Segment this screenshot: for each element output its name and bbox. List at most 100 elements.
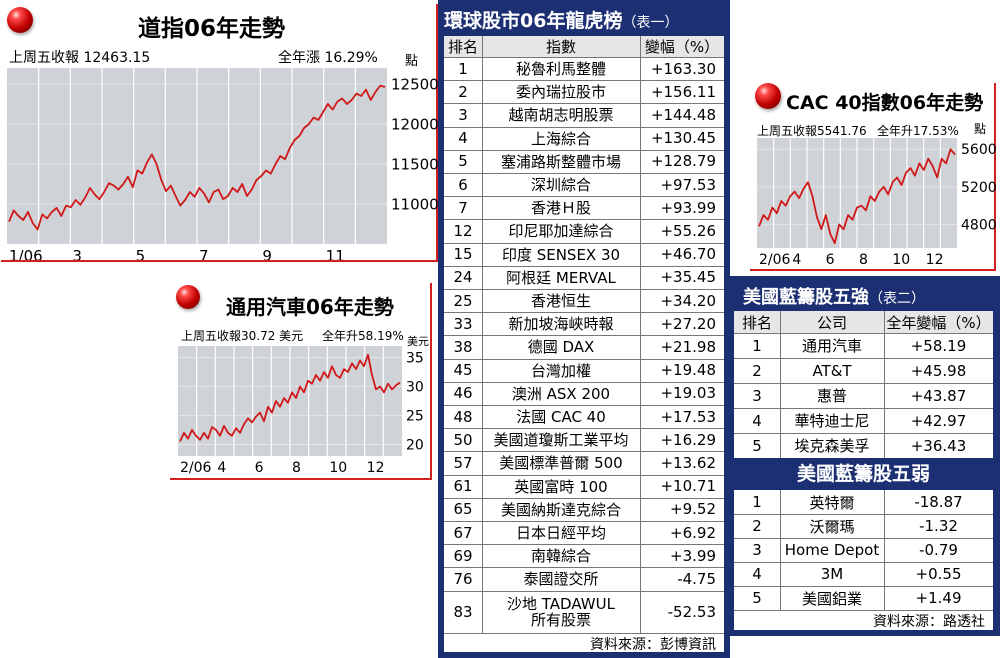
dow-y-tick-label: 12500 <box>391 75 438 93</box>
dow-line-chart: 11000 11500 12000 12500 1/06 3 5 7 9 11 <box>7 68 438 260</box>
table-rule <box>444 196 724 198</box>
table-rule <box>780 311 781 458</box>
table2-rank-cell: 5 <box>752 436 762 455</box>
gm-line-chart: 20 25 30 35 2/06 4 6 8 10 12 <box>178 346 424 476</box>
table-rule <box>444 103 724 105</box>
table1-change-cell: +16.29 <box>660 430 716 449</box>
table1-name-cell: 阿根廷 MERVAL <box>506 268 616 287</box>
table1-name-cell: 美國納斯達克綜合 <box>500 500 621 519</box>
table1-change-cell: +46.70 <box>660 245 716 264</box>
table1-change-cell: +17.53 <box>660 407 716 426</box>
table1-header-cell: 排名 <box>447 38 478 56</box>
table2-change-cell: +36.43 <box>910 436 967 455</box>
table2-header-row <box>734 311 993 333</box>
table1-title-row: 環球股市06年龍虎榜（表一） <box>444 6 724 32</box>
gm-x-tick-label: 12 <box>367 460 385 476</box>
table1-change-cell: +128.79 <box>650 152 716 171</box>
table1-name-line: 沙地 TADAWUL <box>507 594 615 613</box>
table1-name-cell: 越南胡志明股票 <box>508 106 614 125</box>
table-rule <box>734 408 993 409</box>
table2-company-cell: 埃克森美孚 <box>794 437 870 455</box>
table1-rank-cell: 24 <box>453 268 473 287</box>
table2-weak-rank-cell: 2 <box>752 517 762 535</box>
table1-name-cell: 深圳綜合 <box>530 176 591 195</box>
table1-rank-cell: 76 <box>453 569 473 588</box>
table1-name-cell: 沙地 TADAWUL 所有股票 <box>482 591 640 633</box>
cac-note-right: 全年升17.53% <box>877 124 959 138</box>
table-rule <box>444 451 724 453</box>
table1-rank-cell: 5 <box>458 152 468 171</box>
cac-x-tick-label: 6 <box>826 252 835 268</box>
cac-line-chart: 4800 5200 5600 2/06 4 6 8 10 12 <box>757 138 996 268</box>
table2-source-note: 資料來源：路透社 <box>873 613 985 630</box>
table2-rank-cell: 4 <box>752 411 762 430</box>
table-rule <box>444 57 724 58</box>
table1-rank-cell: 48 <box>453 407 473 426</box>
table1-name-cell: 香港恒生 <box>530 292 591 311</box>
table2-weak-title: 美國藍籌股五弱 <box>796 463 930 485</box>
table-rule <box>444 126 724 128</box>
table2-weak-company-cell: 美國鋁業 <box>801 589 862 608</box>
table2-weak-rank-cell: 3 <box>752 541 762 559</box>
table1-name-cell: 德國 DAX <box>527 338 595 357</box>
table1-rank-cell: 12 <box>453 221 473 240</box>
table-rule <box>444 405 724 406</box>
table2-weak-company-cell: Home Depot <box>784 541 880 559</box>
table2-company-cell: 通用汽車 <box>801 337 862 355</box>
gm-chart-title: 通用汽車06年走勢 <box>226 295 394 319</box>
table1-rank-cell: 4 <box>458 129 468 148</box>
cac-y-tick-label: 4800 <box>961 217 996 233</box>
gm-x-tick-label: 6 <box>255 460 264 476</box>
cac-y-tick-label: 5600 <box>961 142 996 158</box>
table2-weak-company-cell: 沃爾瑪 <box>809 517 855 536</box>
table-rule <box>444 632 724 634</box>
table1-name-cell: 美國標準普爾 500 <box>499 454 623 473</box>
table1-rank-cell: 45 <box>453 361 473 380</box>
dow-x-tick-label: 9 <box>262 247 272 260</box>
table1-change-cell: +144.48 <box>650 105 716 124</box>
table1-rank-cell: 69 <box>453 546 473 565</box>
table2-company-cell: 惠普 <box>816 387 847 405</box>
dow-x-tick-label: 3 <box>72 247 82 260</box>
table-rule <box>734 514 993 515</box>
table-rule <box>444 80 724 82</box>
table1-name-cell: 上海綜合 <box>530 129 591 148</box>
table1-rank-cell: 33 <box>453 314 473 333</box>
gm-y-tick-label: 20 <box>406 437 424 453</box>
table1-name-cell: 泰國證交所 <box>523 570 599 589</box>
table1-change-cell: +10.71 <box>660 477 716 496</box>
table2-title: 美國藍籌股五強 <box>743 287 869 308</box>
table1-name-cell: 日本日經平均 <box>515 524 606 543</box>
table2-change-cell: +45.98 <box>910 361 967 380</box>
table1-name-cell: 印度 SENSEX 30 <box>501 245 621 264</box>
table-rule <box>444 335 724 337</box>
table-rule <box>640 36 641 633</box>
table-rule <box>734 562 993 563</box>
table1-header-cell: 指數 <box>545 38 576 56</box>
table2-weak-body: 1 英特爾 -18.87 2 沃爾瑪 -1.32 3 Home Depot -0.79 4 3M +0… <box>734 490 993 630</box>
table-rule <box>444 149 724 151</box>
table1-change-cell: +55.26 <box>660 221 716 240</box>
table-rule <box>482 36 483 633</box>
cac-series-line <box>758 148 956 245</box>
table1-name-cell: 委內瑞拉股市 <box>515 83 606 102</box>
table-rule <box>734 538 993 539</box>
dow-x-tick-label: 11 <box>326 247 345 260</box>
table1-header-cell: 變幅（%） <box>644 38 720 56</box>
gm-y-tick-label: 25 <box>406 408 424 424</box>
table1-rank-cell: 46 <box>453 384 473 403</box>
cac-y-tick-label: 5200 <box>961 180 996 196</box>
cac-chart-title: CAC 40指數06年走勢 <box>786 92 984 114</box>
table2-company-cell: 華特迪士尼 <box>794 412 870 430</box>
table1-change-cell: +21.98 <box>660 337 716 356</box>
dow-note-left: 上周五收報 12463.15 <box>9 50 151 66</box>
table1-rank-cell: 15 <box>453 245 473 264</box>
table1-rank-cell: 7 <box>458 198 468 217</box>
table2-weak-company-cell: 英特爾 <box>809 493 855 512</box>
table1-name-cell: 秘魯利馬整體 <box>515 60 606 79</box>
table2-weak-rank-cell: 4 <box>752 565 762 583</box>
red-ball-icon <box>755 83 781 109</box>
gm-unit-label: 美元 <box>407 335 429 348</box>
cac-x-tick-label: 2/06 <box>759 252 791 268</box>
table2-rank-cell: 2 <box>752 361 762 380</box>
